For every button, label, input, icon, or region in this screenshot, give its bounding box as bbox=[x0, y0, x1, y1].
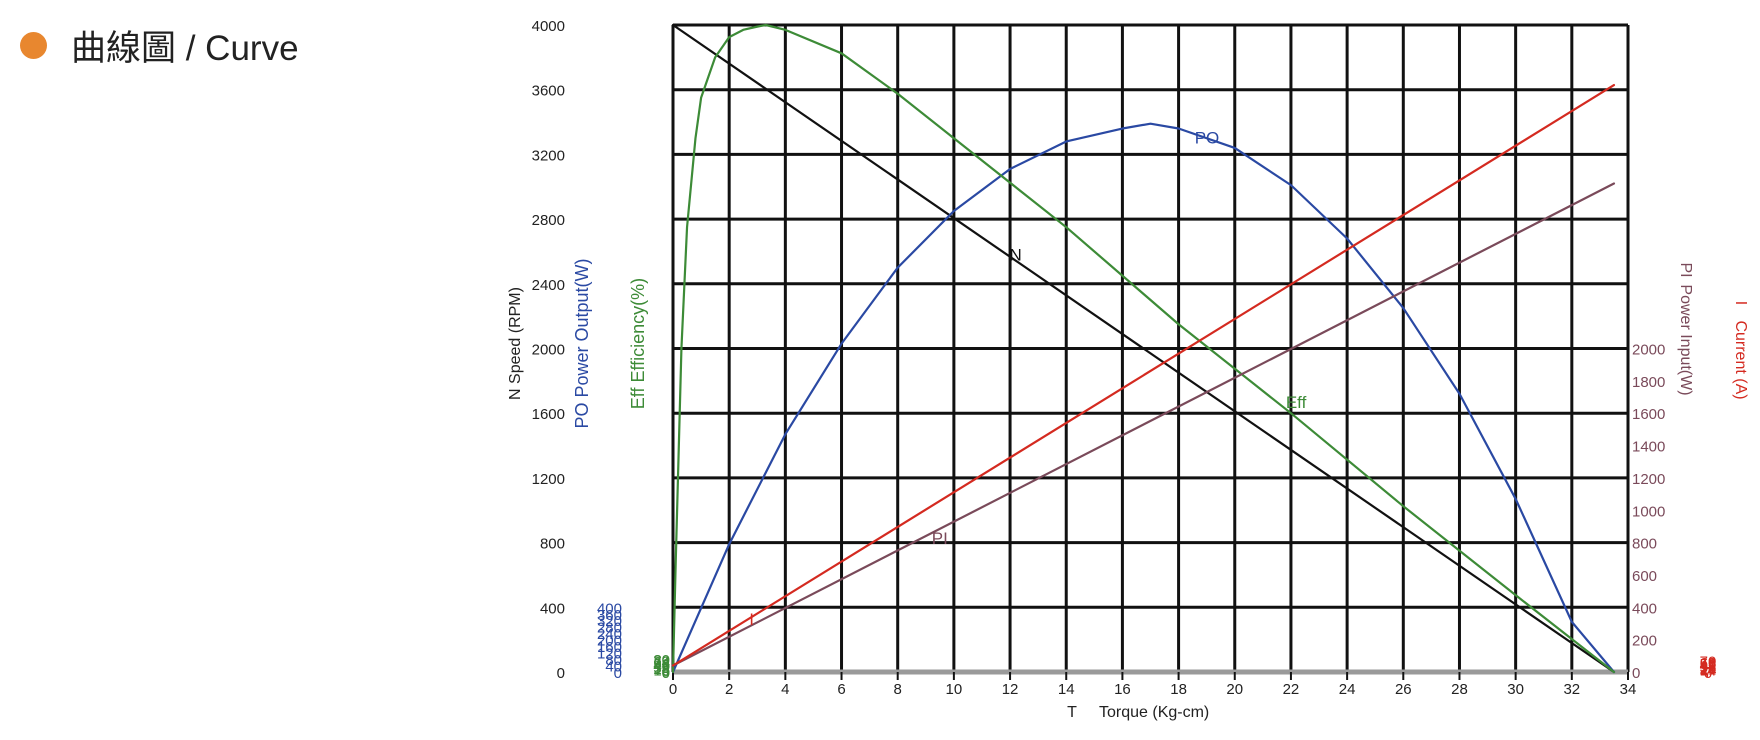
x-tick-label: 20 bbox=[1226, 681, 1243, 698]
y-tick-label-N: 3600 bbox=[532, 83, 565, 100]
y-tick-label-N: 3200 bbox=[532, 147, 565, 164]
y-tick-label-I: 70 bbox=[1700, 654, 1717, 671]
y-tick-label-PI: 200 bbox=[1632, 633, 1657, 650]
y-tick-label-PI: 1200 bbox=[1632, 471, 1665, 488]
y-tick-label-PO: 0 bbox=[614, 665, 622, 682]
y-tick-label-I: 0 bbox=[1704, 665, 1712, 682]
series-label-PI: PI bbox=[932, 529, 948, 548]
y-tick-label-Eff: 48 bbox=[653, 657, 670, 674]
y-tick-label-I: 7 bbox=[1704, 664, 1712, 681]
y-tick-label-I: 14 bbox=[1700, 663, 1717, 680]
series-line-PI bbox=[671, 182, 1616, 667]
y-tick-label-I: 56 bbox=[1700, 656, 1717, 673]
y-axis-title-PO: PO Power Output(W) bbox=[572, 258, 592, 428]
x-tick-label: 18 bbox=[1170, 681, 1187, 698]
y-tick-label-Eff: 56 bbox=[653, 656, 670, 673]
section-header: 曲線圖 / Curve bbox=[20, 20, 299, 71]
x-tick-label: 0 bbox=[669, 681, 677, 698]
x-tick-label: 4 bbox=[781, 681, 789, 698]
section-title: 曲線圖 / Curve bbox=[71, 29, 299, 68]
orange-dot-icon bbox=[20, 32, 47, 59]
y-tick-label-PO: 280 bbox=[597, 620, 622, 637]
y-axis-title-N: N Speed (RPM) bbox=[507, 287, 524, 400]
series-label-N: N bbox=[1010, 246, 1022, 265]
y-tick-label-N: 2800 bbox=[532, 212, 565, 229]
y-axis-title-PI: Power Input(W) bbox=[1677, 284, 1694, 395]
x-tick-label: 28 bbox=[1451, 681, 1468, 698]
y-tick-label-PO: 40 bbox=[605, 659, 622, 676]
x-tick-label: 24 bbox=[1339, 681, 1356, 698]
y-tick-label-PO: 80 bbox=[605, 652, 622, 669]
y-axis-prefix-I: I bbox=[1732, 301, 1749, 305]
y-tick-label-N: 400 bbox=[540, 600, 565, 617]
y-tick-label-N: 800 bbox=[540, 536, 565, 553]
y-tick-label-PI: 1400 bbox=[1632, 439, 1665, 456]
y-tick-label-Eff: 64 bbox=[653, 655, 670, 672]
y-tick-label-PO: 400 bbox=[597, 600, 622, 617]
series-label-I: I bbox=[749, 610, 754, 629]
y-tick-label-PO: 320 bbox=[597, 613, 622, 630]
y-axis-prefix-PI: PI bbox=[1677, 262, 1694, 277]
y-tick-label-PI: 1600 bbox=[1632, 406, 1665, 423]
y-tick-label-I: 42 bbox=[1700, 658, 1717, 675]
x-tick-label: 32 bbox=[1563, 681, 1580, 698]
series-line-I bbox=[671, 83, 1616, 667]
y-tick-label-PI: 1000 bbox=[1632, 503, 1665, 520]
y-tick-label-I: 35 bbox=[1700, 659, 1717, 676]
x-tick-label: 12 bbox=[1002, 681, 1019, 698]
y-tick-label-PO: 120 bbox=[597, 646, 622, 663]
y-tick-label-Eff: 24 bbox=[653, 661, 670, 678]
x-tick-label: 8 bbox=[894, 681, 902, 698]
x-tick-label: 16 bbox=[1114, 681, 1131, 698]
y-tick-label-Eff: 80 bbox=[653, 652, 670, 669]
y-tick-label-N: 2000 bbox=[532, 342, 565, 359]
series-label-Eff: Eff bbox=[1286, 393, 1307, 412]
x-tick-label: 34 bbox=[1620, 681, 1637, 698]
x-axis-prefix: T bbox=[1067, 704, 1077, 721]
y-axis-title-I: Current (A) bbox=[1732, 320, 1749, 399]
y-tick-label-PI: 400 bbox=[1632, 600, 1657, 617]
y-tick-label-Eff: 40 bbox=[653, 659, 670, 676]
y-tick-label-PO: 200 bbox=[597, 633, 622, 650]
x-tick-label: 10 bbox=[946, 681, 963, 698]
y-tick-label-PI: 800 bbox=[1632, 536, 1657, 553]
y-tick-label-I: 63 bbox=[1700, 655, 1717, 672]
y-tick-label-PI: 2000 bbox=[1632, 342, 1665, 359]
y-tick-label-Eff: 16 bbox=[653, 662, 670, 679]
y-tick-label-PI: 600 bbox=[1632, 568, 1657, 585]
y-tick-label-PO: 160 bbox=[597, 639, 622, 656]
y-axis-title-Eff: Eff Efficiency(%) bbox=[628, 278, 648, 409]
y-tick-label-Eff: 8 bbox=[662, 664, 670, 681]
x-tick-label: 26 bbox=[1395, 681, 1412, 698]
y-tick-label-PI: 1800 bbox=[1632, 374, 1665, 391]
x-axis-title: Torque (Kg-cm) bbox=[1099, 704, 1209, 721]
y-tick-label-I: 28 bbox=[1700, 660, 1717, 677]
series-line-Eff bbox=[671, 23, 1616, 674]
y-tick-label-N: 1200 bbox=[532, 471, 565, 488]
y-tick-label-N: 1600 bbox=[532, 406, 565, 423]
series-label-PO: PO bbox=[1195, 128, 1220, 147]
y-tick-label-I: 49 bbox=[1700, 657, 1717, 674]
y-tick-label-N: 2400 bbox=[532, 277, 565, 294]
x-tick-label: 6 bbox=[837, 681, 845, 698]
y-tick-label-Eff: 32 bbox=[653, 660, 670, 677]
x-tick-label: 2 bbox=[725, 681, 733, 698]
series-line-N bbox=[671, 23, 1616, 674]
y-tick-label-N: 4000 bbox=[532, 18, 565, 35]
y-tick-label-PI: 0 bbox=[1632, 665, 1640, 682]
x-tick-label: 22 bbox=[1283, 681, 1300, 698]
y-tick-label-PO: 240 bbox=[597, 626, 622, 643]
x-tick-label: 14 bbox=[1058, 681, 1075, 698]
y-tick-label-Eff: 0 bbox=[662, 665, 670, 682]
series-line-PO bbox=[671, 122, 1616, 674]
y-tick-label-PO: 360 bbox=[597, 607, 622, 624]
y-tick-label-I: 21 bbox=[1700, 662, 1717, 679]
y-tick-label-Eff: 72 bbox=[653, 653, 670, 670]
y-tick-label-N: 0 bbox=[557, 665, 565, 682]
x-tick-label: 30 bbox=[1507, 681, 1524, 698]
